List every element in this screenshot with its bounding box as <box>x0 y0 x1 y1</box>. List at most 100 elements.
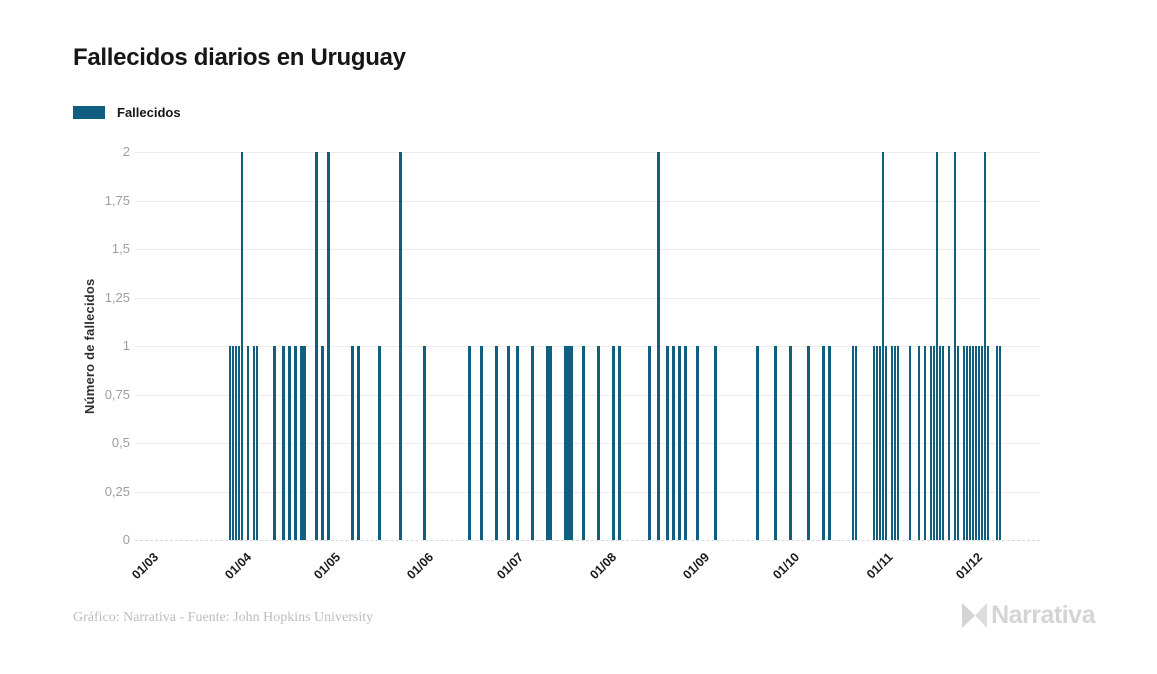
bar[interactable] <box>612 346 615 540</box>
bar[interactable] <box>971 346 975 540</box>
bar[interactable] <box>246 346 250 540</box>
bar[interactable] <box>935 152 939 540</box>
bar[interactable] <box>480 346 483 540</box>
bar[interactable] <box>974 346 978 540</box>
bar[interactable] <box>854 346 858 540</box>
narrativa-brand: Narrativa <box>961 601 1095 630</box>
bar[interactable] <box>303 346 307 540</box>
gridline <box>135 297 1040 299</box>
y-tick-label: 0,25 <box>104 483 130 499</box>
bar[interactable] <box>399 152 403 540</box>
bar[interactable] <box>713 346 717 540</box>
bar[interactable] <box>240 152 244 540</box>
bar[interactable] <box>315 152 319 540</box>
bar[interactable] <box>648 346 651 540</box>
bar[interactable] <box>893 346 897 540</box>
bar[interactable] <box>917 346 921 540</box>
bar[interactable] <box>977 346 981 540</box>
bar[interactable] <box>890 346 894 540</box>
bar[interactable] <box>288 346 292 540</box>
plot-area <box>135 152 1040 541</box>
bar[interactable] <box>788 346 792 540</box>
bar[interactable] <box>300 346 304 540</box>
bar[interactable] <box>683 346 687 540</box>
bar[interactable] <box>468 346 471 540</box>
bar[interactable] <box>923 346 927 540</box>
bar[interactable] <box>378 346 382 540</box>
bar[interactable] <box>327 152 331 540</box>
y-tick-label: 1,75 <box>104 192 130 208</box>
bar[interactable] <box>531 346 534 540</box>
bar[interactable] <box>423 346 426 540</box>
legend-label: Fallecidos <box>117 105 181 120</box>
bar[interactable] <box>255 346 259 540</box>
bar[interactable] <box>695 346 699 540</box>
bar[interactable] <box>962 346 966 540</box>
bar[interactable] <box>851 346 855 540</box>
bar[interactable] <box>546 346 549 540</box>
bar[interactable] <box>773 346 777 540</box>
source-credit: Gráfico: Narrativa - Fuente: John Hopkin… <box>73 610 374 625</box>
narrativa-logo-icon <box>962 603 988 628</box>
chart-title: Fallecidos diarios en Uruguay <box>73 44 406 71</box>
bar[interactable] <box>983 152 987 540</box>
bar[interactable] <box>998 346 1002 540</box>
bar[interactable] <box>995 346 999 540</box>
bar[interactable] <box>516 346 519 540</box>
bar[interactable] <box>878 346 882 540</box>
bar[interactable] <box>597 346 600 540</box>
bar[interactable] <box>234 346 238 540</box>
bar[interactable] <box>495 346 498 540</box>
bar[interactable] <box>507 346 510 540</box>
bar[interactable] <box>755 346 759 540</box>
bar[interactable] <box>896 346 900 540</box>
bar[interactable] <box>965 346 969 540</box>
bar[interactable] <box>980 346 984 540</box>
bar[interactable] <box>875 346 879 540</box>
bar[interactable] <box>908 346 912 540</box>
y-tick-label: 0,75 <box>104 386 130 402</box>
bar[interactable] <box>872 346 876 540</box>
bar[interactable] <box>357 346 361 540</box>
bar[interactable] <box>549 346 552 540</box>
bar[interactable] <box>884 346 888 540</box>
bar[interactable] <box>956 346 960 540</box>
bar[interactable] <box>567 346 570 540</box>
bar[interactable] <box>881 152 885 540</box>
bar[interactable] <box>252 346 256 540</box>
bar[interactable] <box>953 152 957 540</box>
bar[interactable] <box>666 346 669 540</box>
bar[interactable] <box>806 346 810 540</box>
bar[interactable] <box>237 346 241 540</box>
bar[interactable] <box>929 346 933 540</box>
bar[interactable] <box>228 346 232 540</box>
bar[interactable] <box>678 346 681 540</box>
bar[interactable] <box>582 346 585 540</box>
bar[interactable] <box>282 346 286 540</box>
bar[interactable] <box>672 346 675 540</box>
gridline <box>135 540 1040 541</box>
bar[interactable] <box>570 346 573 540</box>
bar[interactable] <box>321 346 325 540</box>
y-tick-label: 0 <box>122 532 130 547</box>
bar[interactable] <box>932 346 936 540</box>
bar[interactable] <box>938 346 942 540</box>
bar[interactable] <box>231 346 235 540</box>
x-axis-labels: 01/03 01/04 01/05 01/06 01/07 01/08 01/09 01/10… <box>128 550 985 583</box>
bar[interactable] <box>351 346 355 540</box>
gridline <box>135 491 1040 493</box>
bar[interactable] <box>947 346 951 540</box>
gridline <box>135 249 1040 250</box>
bar[interactable] <box>564 346 567 540</box>
bar[interactable] <box>618 346 621 540</box>
bar[interactable] <box>827 346 831 540</box>
bar[interactable] <box>273 346 277 540</box>
bar[interactable] <box>941 346 945 540</box>
y-tick-label: 1,25 <box>104 289 130 305</box>
bar[interactable] <box>657 152 660 540</box>
bar[interactable] <box>968 346 972 540</box>
bar[interactable] <box>821 346 825 540</box>
bar[interactable] <box>986 346 990 540</box>
bar[interactable] <box>294 346 298 540</box>
